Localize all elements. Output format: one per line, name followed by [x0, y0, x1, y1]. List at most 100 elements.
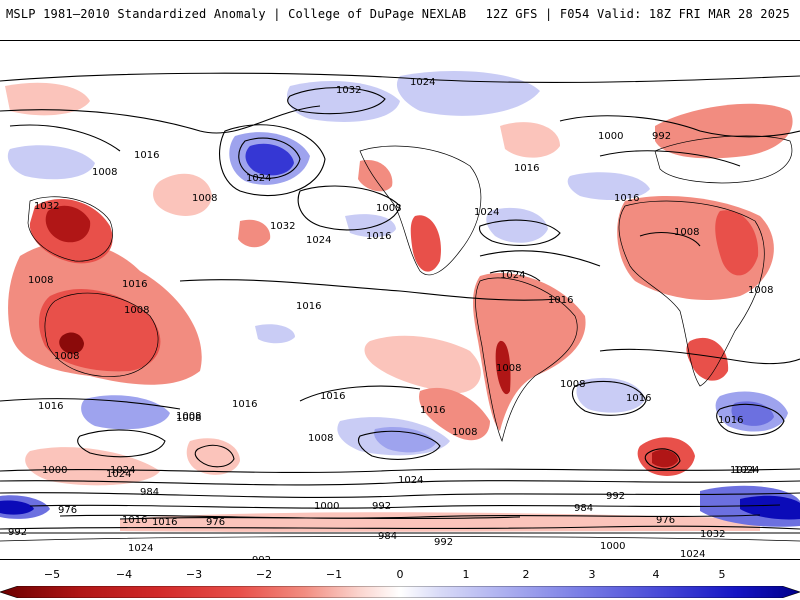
isobar-1008-south-band-1 [0, 468, 800, 473]
colorbar-tick: 4 [652, 568, 660, 581]
isobar-label: 1024 [106, 469, 131, 480]
isobar-label: 1016 [134, 150, 159, 161]
isobar-label: 1016 [122, 515, 147, 526]
colorbar-gradient [0, 586, 800, 598]
isobar-label: 1016 [626, 393, 651, 404]
isobar-1024-south-indian [716, 403, 785, 436]
isobar-label: 1008 [28, 275, 53, 286]
isobar-1024-atlantic [478, 219, 561, 246]
isobar-1008-antarctic-coast [0, 531, 800, 535]
isobar-label: 1016 [366, 231, 391, 242]
colorbar-tick: −3 [185, 568, 203, 581]
isobar-label: 1008 [176, 411, 201, 422]
colorbar-tick: −4 [115, 568, 133, 581]
isobar-1016-atlantic [479, 250, 601, 267]
anomaly-neg-north-atlantic [500, 122, 560, 158]
anomaly-colorbar: −5 −4 −3 −2 −1 0 1 2 3 4 5 [0, 566, 800, 600]
anomaly-neg-usa-west [410, 215, 441, 272]
isobar-labels: 1032 1024 1016 1008 1000 992 1024 1008 1… [8, 77, 773, 559]
anomaly-pos-south-atl [576, 377, 645, 413]
isobar-label: 992 [606, 491, 625, 502]
colorbar-tick: −5 [43, 568, 61, 581]
isobar-label: 976 [206, 517, 225, 528]
anomaly-pos-mid-pac [345, 214, 396, 238]
coast-antarctica [0, 536, 800, 542]
colorbar-tick: 3 [588, 568, 596, 581]
anomaly-neg-south-atlantic [419, 387, 490, 441]
anomaly-pos-antarctic-east-core [740, 495, 800, 520]
anomaly-pos-tropical-pac [255, 324, 295, 344]
anomaly-map: 1032 1024 1016 1008 1000 992 1024 1008 1… [0, 40, 800, 560]
colorbar-tick: 2 [522, 568, 530, 581]
isobar-label: 1008 [496, 363, 521, 374]
colorbar-tick-labels: −5 −4 −3 −2 −1 0 1 2 3 4 5 [0, 566, 800, 582]
chart-header: MSLP 1981–2010 Standardized Anomaly | Co… [0, 0, 800, 30]
isobar-label: 1032 [34, 201, 59, 212]
isobar-label: 1024 [306, 235, 331, 246]
isobar-1008-north [9, 124, 121, 152]
anomaly-neg-south-america-core [495, 340, 511, 395]
isobar-label: 1024 [410, 77, 435, 88]
isobar-label: 1008 [674, 227, 699, 238]
anomaly-neg-australia-deep [59, 332, 84, 354]
anomaly-pos-east-asia [7, 145, 95, 180]
anomaly-neg-seasia-deep [45, 205, 91, 243]
isobar-976-south-band [59, 514, 761, 519]
anomaly-neg-southern-africa [686, 337, 729, 381]
colorbar-shape [0, 586, 800, 598]
anomaly-pos-west-atlantic [486, 207, 548, 243]
coast-south-america [475, 277, 578, 443]
isobar-label: 1000 [42, 465, 67, 476]
isobar-label: 1032 [270, 221, 295, 232]
isobar-label: 1016 [420, 405, 445, 416]
isobar-label: 1008 [92, 167, 117, 178]
coast-australia [44, 292, 159, 377]
isobar-1008-europe [599, 150, 741, 167]
isobar-label: 992 [652, 131, 671, 142]
isobar-label: 1016 [514, 163, 539, 174]
isobar-label: 1008 [308, 433, 333, 444]
isobar-1016-europe [559, 115, 800, 138]
isobar-label: 1016 [614, 193, 639, 204]
isobar-1000-south-band [0, 480, 800, 486]
isobar-1016-north-1 [0, 105, 321, 134]
isobar-1016-africa [599, 348, 800, 365]
isobar-label: 1008 [452, 427, 477, 438]
isobars [0, 72, 800, 535]
isobar-label: 1008 [748, 285, 773, 296]
isobar-1008-africa [639, 232, 701, 247]
isobar-1016-south-pac [299, 385, 421, 402]
isobar-1024-npac-high [297, 185, 401, 231]
coast-north-america [359, 145, 482, 276]
isobar-label: 992 [434, 537, 453, 548]
isobar-976-low-south-indian [644, 448, 681, 470]
anomaly-neg-south-indian-deep [652, 449, 678, 468]
isobar-label: 1008 [54, 351, 79, 362]
isobar-label: 1024 [398, 475, 423, 486]
isobar-label: 1008 [124, 305, 149, 316]
isobar-label: 1024 [734, 465, 759, 476]
anomaly-pos-east-atlantic [567, 172, 650, 201]
anomaly-neg-midpac [238, 219, 271, 248]
map-canvas: 1032 1024 1016 1008 1000 992 1024 1008 1… [0, 41, 800, 559]
isobar-label: 1016 [232, 399, 257, 410]
coast-se-asia [27, 196, 113, 262]
isobar-label: 1032 [700, 529, 725, 540]
isobar-label: 1016 [38, 401, 63, 412]
isobar-label: 1024 [128, 543, 153, 554]
isobar-1024-aleutian [219, 124, 326, 197]
isobar-label: 1016 [548, 295, 573, 306]
model-run-info: 12Z GFS | F054 Valid: 18Z FRI MAR 28 202… [485, 7, 790, 21]
isobar-label: 976 [58, 505, 77, 516]
isobar-1024-south-pac-2 [357, 430, 441, 460]
isobar-label: 992 [8, 527, 27, 538]
isobar-label: 1016 [320, 391, 345, 402]
anomaly-pos-south-pac-3 [374, 426, 436, 453]
isobar-label: 1000 [314, 501, 339, 512]
isobar-label: 1016 [122, 279, 147, 290]
isobar-label: 1008 [560, 379, 585, 390]
anomaly-neg-south-america [473, 272, 586, 431]
isobar-label: 1024 [500, 270, 525, 281]
coastlines [0, 135, 800, 542]
isobar-label: 1000 [598, 131, 623, 142]
